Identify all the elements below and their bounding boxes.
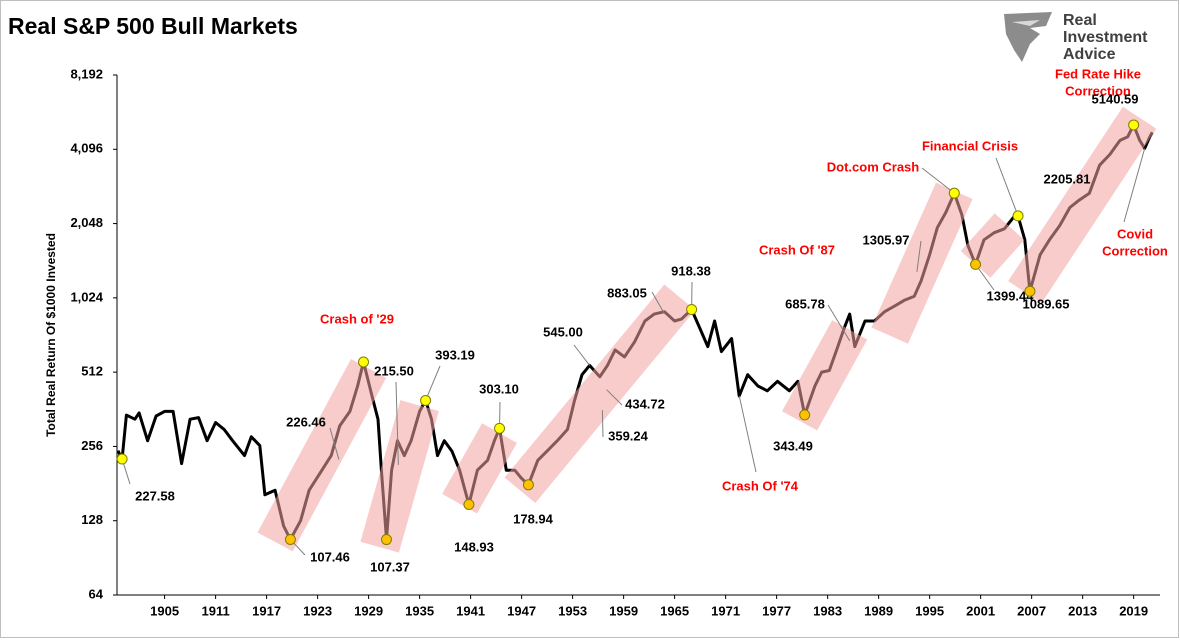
callout-label: Crash Of '74 <box>722 478 799 493</box>
callout-label: 226.46 <box>286 414 326 429</box>
callout-leader <box>602 410 603 437</box>
callout-label: Fed Rate Hike <box>1055 66 1141 81</box>
bull-market-band <box>976 227 1010 265</box>
y-tick-label: 512 <box>81 364 103 379</box>
x-tick-label: 1917 <box>252 603 281 618</box>
x-tick-label: 1941 <box>456 603 485 618</box>
x-tick-label: 2001 <box>966 603 995 618</box>
callout-label: 5140.59 <box>1092 91 1139 106</box>
peak-trough-marker <box>285 534 295 544</box>
x-tick-label: 1995 <box>915 603 944 618</box>
callout-label: 303.10 <box>479 381 519 396</box>
x-tick-label: 1983 <box>813 603 842 618</box>
callout-label: Crash of '29 <box>320 311 394 326</box>
y-tick-label: 256 <box>81 438 103 453</box>
peak-trough-marker <box>421 395 431 405</box>
callout-label: 343.49 <box>773 438 813 453</box>
callout-label: 685.78 <box>785 296 825 311</box>
x-tick-label: 1959 <box>609 603 638 618</box>
x-tick-label: 2013 <box>1068 603 1097 618</box>
x-tick-label: 1989 <box>864 603 893 618</box>
callout-label: 178.94 <box>513 511 554 526</box>
logo-text: Advice <box>1063 46 1116 63</box>
callout-label: 215.50 <box>374 363 414 378</box>
callout-label: 2205.81 <box>1044 171 1091 186</box>
peak-trough-marker <box>495 423 505 433</box>
y-tick-label: 2,048 <box>70 215 103 230</box>
callout-label: 545.00 <box>543 324 583 339</box>
y-tick-label: 4,096 <box>70 141 103 156</box>
callout-label: Financial Crisis <box>922 138 1018 153</box>
x-tick-label: 1911 <box>202 603 230 618</box>
x-tick-label: 1971 <box>711 603 740 618</box>
peak-trough-marker <box>1013 211 1023 221</box>
x-tick-label: 2007 <box>1017 603 1046 618</box>
peak-trough-marker <box>1025 286 1035 296</box>
x-tick-label: 1977 <box>762 603 791 618</box>
x-tick-label: 1953 <box>558 603 587 618</box>
logo-text: Real <box>1063 12 1097 29</box>
y-tick-label: 64 <box>89 586 104 601</box>
callout-label: 918.38 <box>671 263 711 278</box>
peak-trough-marker <box>1129 120 1139 130</box>
callout-label: 107.37 <box>370 559 410 574</box>
y-tick-label: 8,192 <box>70 66 103 81</box>
peak-trough-marker <box>687 305 697 315</box>
logo-text: Investment <box>1063 29 1148 46</box>
callout-label: Crash Of '87 <box>759 242 835 257</box>
callout-label: Covid <box>1117 226 1153 241</box>
y-axis-title: Total Real Return Of $1000 Invested <box>44 233 58 437</box>
callout-label: 359.24 <box>608 428 649 443</box>
y-tick-label: 128 <box>81 512 103 527</box>
peak-trough-marker <box>800 410 810 420</box>
x-tick-label: 1929 <box>354 603 383 618</box>
x-tick-label: 1923 <box>303 603 332 618</box>
peak-trough-marker <box>949 188 959 198</box>
callout-label: 1305.97 <box>863 232 910 247</box>
x-tick-label: 2019 <box>1119 603 1148 618</box>
peak-trough-marker <box>464 499 474 509</box>
peak-trough-marker <box>359 357 369 367</box>
callout-label: 148.93 <box>454 539 494 554</box>
y-tick-label: 1,024 <box>70 289 103 304</box>
x-tick-label: 1947 <box>507 603 536 618</box>
callout-label: 434.72 <box>625 396 665 411</box>
chart-title: Real S&P 500 Bull Markets <box>8 13 298 39</box>
callout-label: 1089.65 <box>1023 296 1070 311</box>
x-tick-label: 1935 <box>405 603 434 618</box>
peak-trough-marker <box>381 535 391 545</box>
x-tick-label: 1965 <box>660 603 689 618</box>
x-tick-label: 1905 <box>150 603 179 618</box>
callout-label: Dot.com Crash <box>827 159 920 174</box>
callout-label: 227.58 <box>135 488 175 503</box>
peak-trough-marker <box>523 480 533 490</box>
peak-trough-marker <box>971 259 981 269</box>
callout-label: 883.05 <box>607 285 647 300</box>
callout-label: Correction <box>1102 243 1168 258</box>
callout-label: 393.19 <box>435 347 475 362</box>
peak-trough-marker <box>117 454 127 464</box>
callout-label: 107.46 <box>310 549 350 564</box>
